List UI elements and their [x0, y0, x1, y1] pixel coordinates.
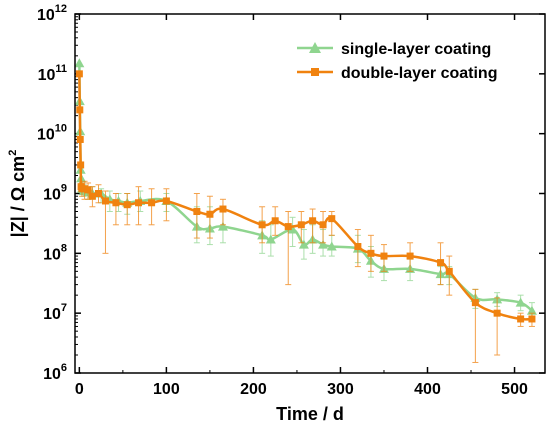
data-point: [437, 259, 445, 267]
data-point: [515, 297, 526, 307]
data-point: [84, 186, 92, 194]
y-tick-label: 109: [43, 183, 67, 204]
x-tick-label: 400: [414, 381, 441, 398]
y-tick-exponent: 9: [61, 183, 67, 195]
y-tick-label: 108: [43, 242, 67, 263]
y-tick-label: 106: [43, 362, 67, 383]
data-point: [265, 234, 276, 244]
data-point: [74, 58, 85, 68]
data-point: [88, 192, 96, 200]
y-tick-exponent: 7: [61, 302, 67, 314]
y-tick-exponent: 11: [55, 63, 67, 75]
y-tick-base: 10: [38, 67, 56, 84]
legend-marker: [311, 68, 319, 76]
y-tick-base: 10: [43, 187, 61, 204]
y-tick-label: 1012: [37, 3, 67, 24]
x-tick-label: 100: [153, 381, 180, 398]
data-point: [217, 221, 228, 231]
x-axis-label: Time / d: [276, 404, 344, 424]
y-tick-exponent: 8: [61, 242, 67, 254]
y-tick-base: 10: [43, 366, 61, 383]
y-tick-label: 107: [43, 302, 67, 323]
data-point: [271, 217, 279, 225]
x-tick-label: 200: [240, 381, 267, 398]
data-point: [112, 199, 120, 207]
legend-marker: [309, 42, 321, 53]
y-tick-exponent: 10: [55, 123, 67, 135]
data-point: [297, 221, 305, 229]
data-point: [77, 161, 85, 169]
data-point: [123, 201, 131, 209]
legend-label: single-layer coating: [341, 41, 491, 58]
data-point: [258, 221, 266, 229]
data-point: [493, 309, 501, 317]
y-tick-label: 1010: [37, 123, 67, 144]
series-1-line: [78, 63, 533, 312]
data-point: [95, 190, 102, 197]
plot-area: [74, 58, 537, 363]
x-tick-label: 0: [75, 381, 84, 398]
data-point: [528, 315, 536, 323]
data-point: [148, 199, 156, 207]
plot-frame: [74, 13, 546, 374]
data-point: [326, 241, 337, 251]
data-point: [318, 239, 329, 249]
data-point: [526, 305, 537, 315]
series-2-line: [78, 73, 533, 321]
data-point: [219, 205, 227, 213]
series-2-error-bars: [78, 180, 535, 363]
data-point: [367, 249, 375, 257]
y-tick-base: 10: [37, 7, 55, 24]
data-point: [287, 224, 298, 234]
data-point: [309, 217, 317, 225]
data-point: [328, 215, 336, 223]
series-2: [75, 70, 536, 363]
data-point: [471, 299, 479, 307]
data-point: [162, 197, 170, 205]
y-tick-exponent: 12: [55, 3, 67, 15]
data-point: [380, 252, 388, 260]
y-axis-label: |Z| / Ω cm2: [7, 150, 28, 238]
x-tick-label: 500: [501, 381, 528, 398]
legend-label: double-layer coating: [341, 65, 497, 82]
data-point: [75, 70, 83, 78]
y-tick-label: 1011: [38, 63, 67, 84]
y-tick-base: 10: [43, 306, 61, 323]
data-point: [101, 197, 109, 205]
data-point: [193, 208, 201, 216]
y-axis-label-superscript: 2: [7, 150, 19, 156]
data-point: [284, 223, 292, 231]
data-point: [76, 106, 84, 114]
data-point: [76, 135, 84, 143]
y-tick-exponent: 6: [61, 362, 67, 374]
data-point: [206, 210, 214, 218]
series-1: [74, 58, 537, 320]
data-point: [445, 267, 453, 275]
legend: single-layer coating double-layer coating: [297, 41, 497, 82]
x-axis-ticks: 0 100 200 300 400 500: [75, 14, 528, 398]
data-point: [298, 239, 309, 249]
data-point: [354, 243, 362, 251]
data-point: [406, 252, 414, 260]
data-point: [319, 221, 327, 229]
y-axis-label-main: |Z| / Ω cm: [8, 156, 28, 238]
y-tick-base: 10: [43, 246, 61, 263]
x-tick-label: 300: [327, 381, 354, 398]
data-point: [135, 199, 143, 207]
data-point: [517, 315, 525, 323]
y-tick-base: 10: [37, 127, 55, 144]
